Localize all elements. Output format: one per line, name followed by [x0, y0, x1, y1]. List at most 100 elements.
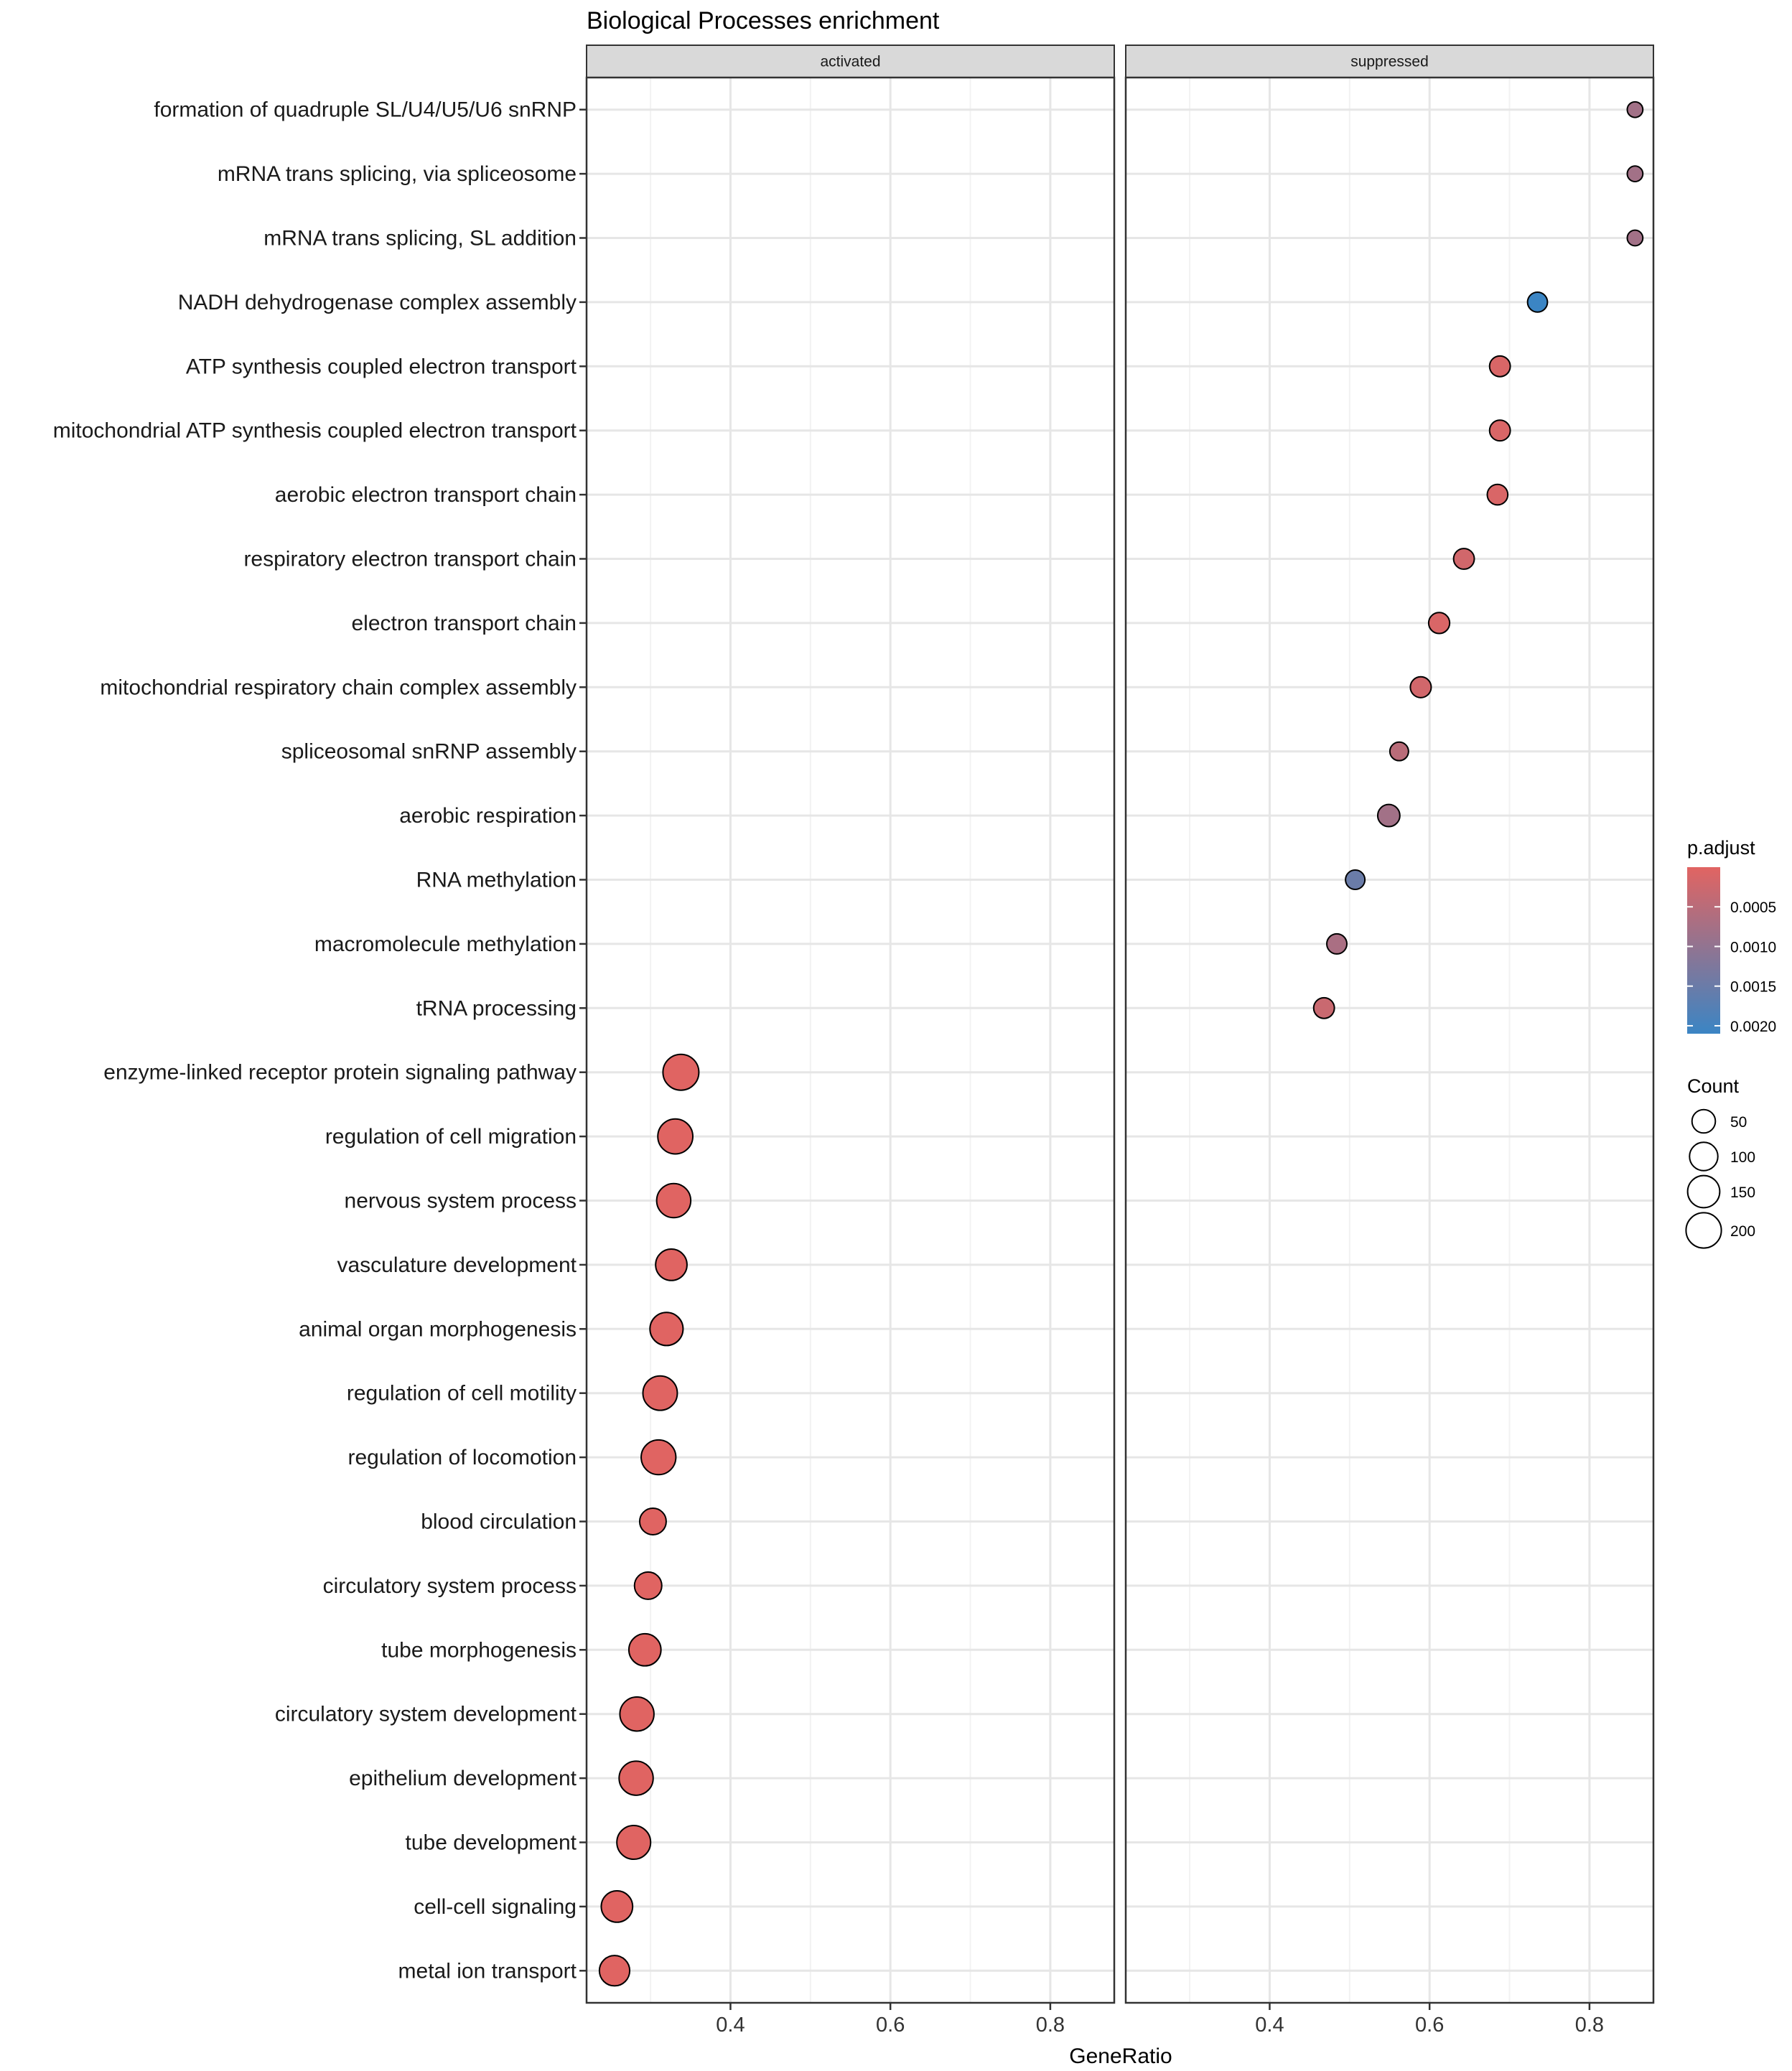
- strip-suppressed: [1125, 45, 1654, 78]
- category-label: cell-cell signaling: [414, 1895, 577, 1919]
- category-label: vasculature development: [337, 1253, 577, 1277]
- legend-padjust-ticks: 0.0005 0.0010 0.0015 0.0020: [1687, 899, 1776, 1035]
- point-suppressed: [1427, 612, 1451, 635]
- category-label: metal ion transport: [398, 1959, 577, 1983]
- category-label: respiratory electron transport chain: [243, 548, 577, 571]
- point-activated: [662, 1053, 700, 1091]
- category-label: epithelium development: [349, 1767, 577, 1790]
- point-suppressed: [1389, 741, 1409, 762]
- point-suppressed: [1452, 548, 1475, 570]
- category-label: aerobic electron transport chain: [275, 483, 577, 507]
- strip-label-suppressed: suppressed: [1350, 54, 1429, 70]
- point-suppressed: [1326, 932, 1348, 955]
- point-suppressed: [1488, 419, 1511, 442]
- category-label: animal organ morphogenesis: [299, 1317, 577, 1341]
- panel-activated: activated 0.4 0.6 0.8: [585, 45, 1116, 2037]
- x-tick-label: 0.4: [1255, 2014, 1284, 2037]
- x-axis-title: GeneRatio: [1069, 2044, 1172, 2067]
- point-suppressed: [1486, 483, 1509, 506]
- category-label: mRNA trans splicing, SL addition: [263, 227, 577, 251]
- category-label: tube morphogenesis: [381, 1638, 577, 1662]
- x-tick-label: 0.8: [1575, 2014, 1604, 2037]
- point-activated: [649, 1312, 684, 1347]
- point-suppressed: [1312, 996, 1335, 1019]
- category-label: RNA methylation: [416, 869, 577, 892]
- category-label: circulatory system process: [323, 1574, 577, 1598]
- category-label: macromolecule methylation: [314, 932, 577, 956]
- chart-title: Biological Processes enrichment: [587, 7, 940, 34]
- point-activated: [638, 1507, 667, 1535]
- category-label: NADH dehydrogenase complex assembly: [178, 291, 577, 314]
- point-activated: [633, 1571, 663, 1600]
- colorbar-label: 0.0015: [1730, 979, 1776, 996]
- x-tick-label: 0.6: [1415, 2014, 1444, 2037]
- category-label: mitochondrial respiratory chain complex …: [100, 675, 577, 699]
- category-label: tube development: [405, 1831, 577, 1855]
- size-legend-label: 200: [1730, 1223, 1755, 1240]
- legend-padjust-title: p.adjust: [1687, 837, 1755, 859]
- panel-suppressed: suppressed 0.4 0.6 0.8: [1124, 45, 1655, 2037]
- panel-border: [585, 76, 1116, 2004]
- x-tick-label: 0.4: [716, 2014, 745, 2037]
- point-suppressed: [1409, 675, 1432, 698]
- size-legend-label: 100: [1730, 1149, 1755, 1166]
- category-label: tRNA processing: [416, 996, 577, 1020]
- size-legend-label: 150: [1730, 1184, 1755, 1201]
- strip-activated: [586, 45, 1115, 78]
- point-suppressed: [1345, 869, 1366, 891]
- point-activated: [598, 1955, 631, 1987]
- point-suppressed: [1488, 355, 1511, 378]
- point-activated: [627, 1632, 662, 1667]
- panel-border: [1124, 76, 1655, 2004]
- colorbar-label: 0.0020: [1730, 1019, 1776, 1035]
- category-label: formation of quadruple SL/U4/U5/U6 snRNP: [154, 98, 577, 122]
- category-label: regulation of locomotion: [347, 1446, 577, 1469]
- category-label: electron transport chain: [351, 612, 577, 635]
- x-tick-label: 0.8: [1036, 2014, 1065, 2037]
- size-legend-circle: [1691, 1108, 1717, 1134]
- category-label: circulatory system development: [275, 1703, 577, 1726]
- legend-count: Count 50 100 150 200: [1685, 1075, 1755, 1249]
- category-label: mRNA trans splicing, via spliceosome: [218, 162, 577, 186]
- point-activated: [655, 1248, 688, 1281]
- legend-padjust: p.adjust 0.0005 0.0010 0.0015 0.0020: [1687, 837, 1776, 1035]
- point-suppressed: [1626, 229, 1644, 247]
- point-suppressed: [1526, 291, 1549, 313]
- category-label: mitochondrial ATP synthesis coupled elec…: [53, 419, 577, 443]
- size-legend-circle: [1689, 1141, 1719, 1172]
- point-activated: [616, 1824, 652, 1861]
- colorbar-label: 0.0005: [1730, 899, 1776, 916]
- category-label: spliceosomal snRNP assembly: [281, 740, 577, 764]
- panels-layer: activated 0.4 0.6 0.8 suppressed 0.4 0.6 0.8: [585, 45, 1655, 2037]
- point-activated: [640, 1439, 677, 1476]
- size-legend-circle: [1686, 1174, 1721, 1209]
- point-suppressed: [1376, 803, 1401, 828]
- panel-background: [1126, 78, 1653, 2003]
- category-label: regulation of cell migration: [325, 1125, 577, 1149]
- x-tick-label: 0.6: [876, 2014, 905, 2037]
- category-label: regulation of cell motility: [347, 1382, 577, 1406]
- legend-padjust-colorbar: [1687, 867, 1720, 1034]
- point-activated: [655, 1182, 692, 1219]
- strip-label-activated: activated: [820, 54, 880, 70]
- category-label: aerobic respiration: [399, 804, 577, 828]
- colorbar-label: 0.0010: [1730, 939, 1776, 955]
- category-labels: formation of quadruple SL/U4/U5/U6 snRNP…: [53, 98, 587, 1983]
- legend-count-items: 50 100 150 200: [1685, 1108, 1755, 1249]
- category-label: enzyme-linked receptor protein signaling…: [103, 1061, 577, 1085]
- point-activated: [657, 1118, 694, 1155]
- panel-background: [587, 78, 1114, 2003]
- size-legend-circle: [1685, 1212, 1722, 1249]
- point-activated: [618, 1760, 654, 1796]
- point-activated: [642, 1375, 678, 1411]
- point-activated: [619, 1696, 655, 1732]
- legend-count-title: Count: [1687, 1075, 1740, 1097]
- point-activated: [600, 1890, 634, 1923]
- point-suppressed: [1626, 165, 1644, 182]
- size-legend-label: 50: [1730, 1114, 1747, 1131]
- category-label: blood circulation: [421, 1510, 577, 1534]
- category-label: nervous system process: [345, 1189, 577, 1213]
- category-label: ATP synthesis coupled electron transport: [186, 355, 577, 378]
